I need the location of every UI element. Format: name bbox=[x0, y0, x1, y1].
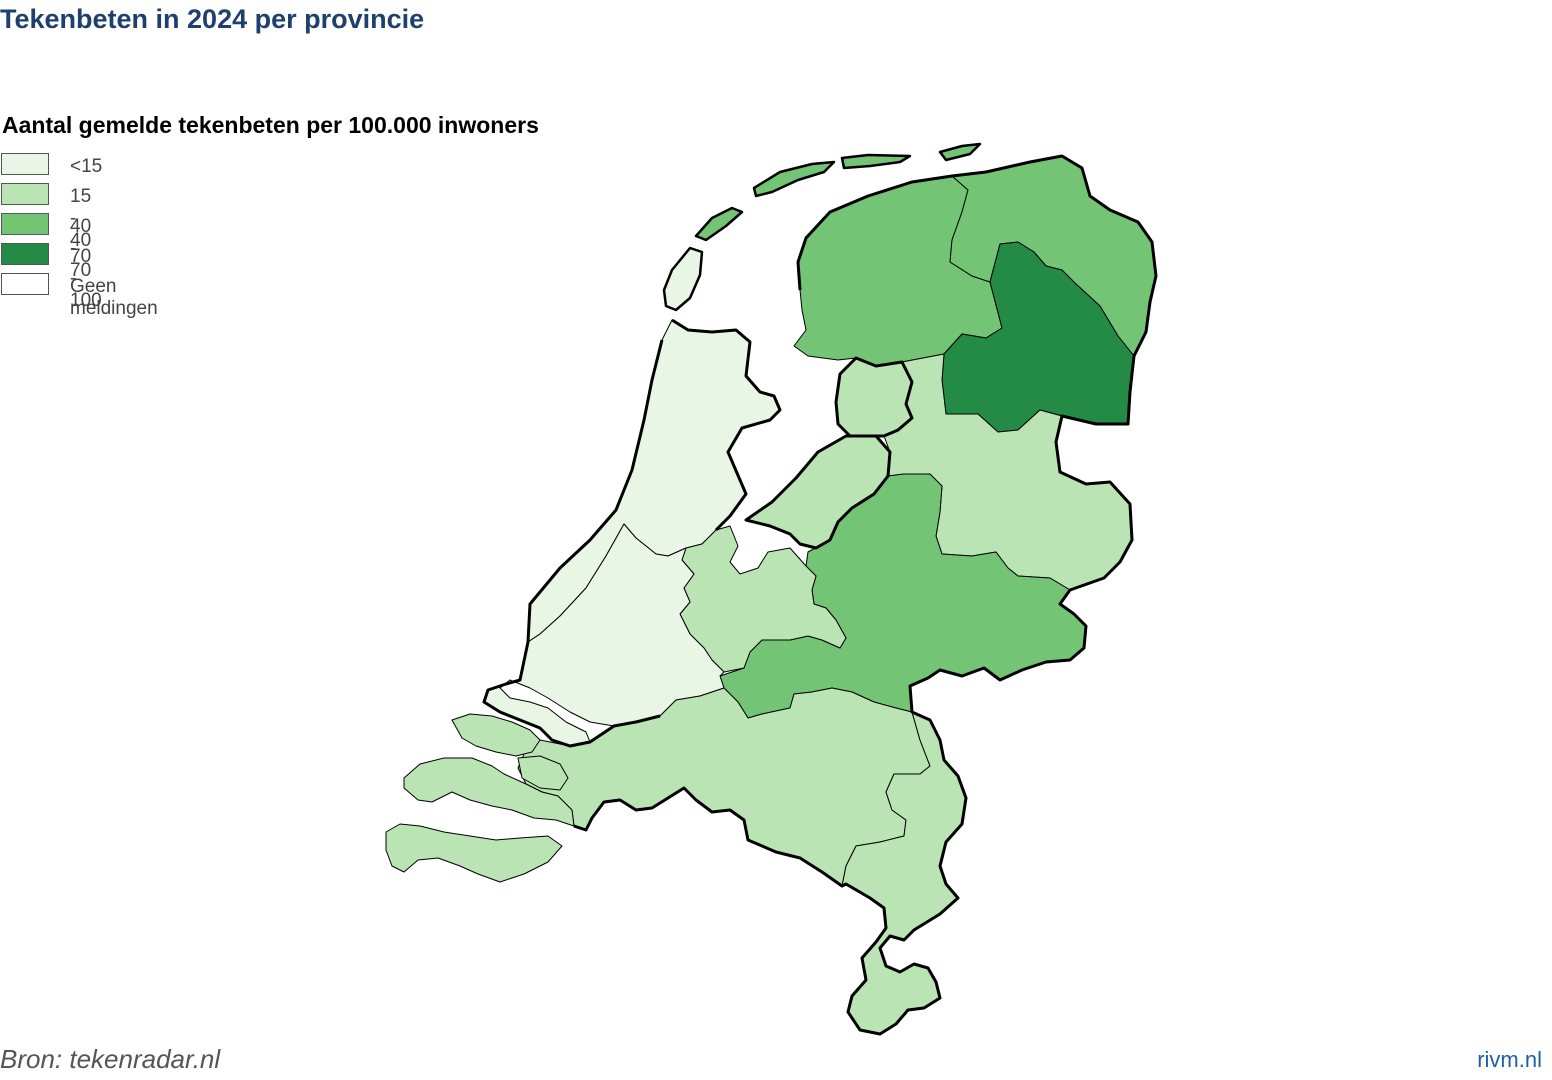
legend-label: 70 - 100 bbox=[70, 246, 102, 311]
page-title: Tekenbeten in 2024 per provincie bbox=[0, 4, 425, 34]
province-zeeland-tholen bbox=[517, 755, 569, 791]
province-zeeland-schouwen bbox=[451, 713, 541, 757]
province-zeeland-vlaanderen bbox=[385, 823, 563, 883]
brand-link[interactable]: rivm.nl bbox=[1477, 1047, 1542, 1072]
source-note: Bron: tekenradar.nl bbox=[0, 1044, 221, 1074]
legend-label: Geen meldingen bbox=[70, 276, 158, 319]
legend-swatch bbox=[1, 243, 49, 265]
legend-label: 15 - 40 bbox=[70, 186, 92, 251]
legend-swatch bbox=[1, 153, 49, 175]
island-vlieland bbox=[694, 206, 744, 242]
island-texel bbox=[662, 246, 704, 312]
island-terschelling bbox=[752, 160, 836, 198]
island-ameland bbox=[840, 153, 912, 170]
legend-swatch bbox=[1, 183, 49, 205]
legend-swatch bbox=[1, 273, 49, 295]
map-subtitle: Aantal gemelde tekenbeten per 100.000 in… bbox=[2, 112, 539, 138]
ijsselmeer-shore bbox=[671, 318, 782, 532]
flevoland-shore bbox=[744, 434, 892, 550]
legend-label: 40 - 70 bbox=[70, 216, 92, 281]
legend-swatch bbox=[1, 213, 49, 235]
province-flevoland-noordoostpolder bbox=[835, 357, 913, 437]
coastline-accent bbox=[573, 154, 1158, 1036]
north-sea-coast bbox=[482, 339, 664, 748]
legend-label: <15 bbox=[70, 156, 103, 177]
noordoostpolder-shore bbox=[834, 356, 914, 438]
island-schiermonnikoog bbox=[938, 142, 982, 162]
